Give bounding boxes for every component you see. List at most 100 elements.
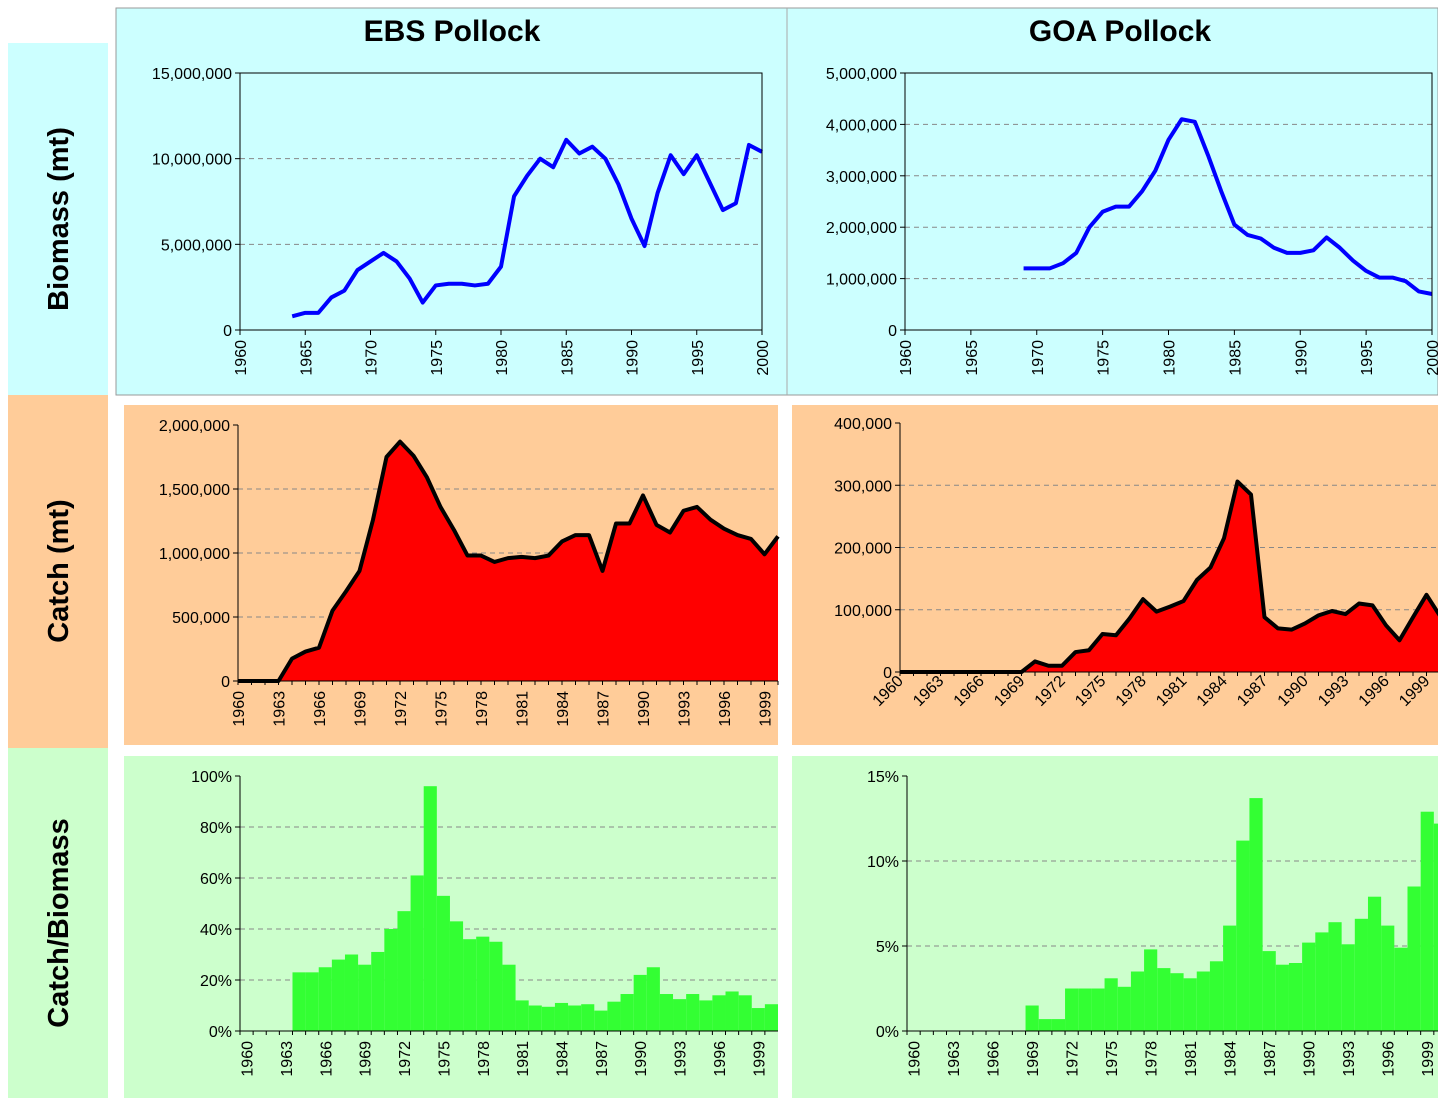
x-tick-label: 1980 (494, 340, 511, 376)
y-tick-label: 15,000,000 (152, 66, 232, 83)
bar (489, 941, 503, 1031)
x-tick-label: 1978 (476, 1041, 493, 1077)
x-tick-label: 1966 (986, 1041, 1003, 1077)
bar (646, 967, 660, 1031)
bar (1394, 947, 1408, 1031)
bar (318, 967, 332, 1031)
x-tick-label: 1972 (397, 1041, 414, 1077)
bar (1275, 964, 1289, 1031)
y-tick-label: 40% (200, 922, 232, 939)
x-tick-label: 1978 (1144, 1041, 1161, 1077)
x-tick-label: 1975 (434, 691, 451, 727)
row-label: Biomass (mt) (43, 127, 75, 311)
y-tick-label: 15% (867, 769, 899, 786)
y-tick-label: 80% (200, 820, 232, 837)
y-tick-label: 400,000 (834, 416, 892, 433)
bar (764, 1004, 778, 1031)
row-bg (115, 7, 1438, 396)
bar (1249, 798, 1263, 1031)
x-tick-label: 1966 (318, 1041, 335, 1077)
bar (581, 1004, 595, 1031)
bar (1223, 925, 1237, 1031)
x-tick-label: 1996 (1381, 1041, 1398, 1077)
bar (1328, 922, 1342, 1031)
x-tick-label: 1975 (1096, 340, 1113, 376)
bar (1381, 925, 1395, 1031)
bar (1341, 944, 1355, 1031)
bar (541, 1006, 555, 1031)
y-tick-label: 100% (191, 769, 232, 786)
x-tick-label: 1970 (1030, 340, 1047, 376)
bar (1065, 988, 1079, 1031)
x-tick-label: 1975 (1104, 1041, 1121, 1077)
bar (620, 994, 634, 1031)
row-label: Catch/Biomass (43, 818, 75, 1028)
bar (1091, 988, 1105, 1031)
x-tick-label: 1995 (1359, 340, 1376, 376)
x-tick-label: 1984 (555, 691, 572, 727)
bar (410, 875, 424, 1031)
x-tick-label: 1993 (1341, 1041, 1358, 1077)
x-tick-label: 1963 (946, 1041, 963, 1077)
x-tick-label: 1987 (596, 691, 613, 727)
bar (476, 936, 490, 1031)
x-tick-label: 1999 (1420, 1041, 1437, 1077)
bar (594, 1010, 608, 1031)
x-tick-label: 1990 (633, 1041, 650, 1077)
bar (725, 991, 739, 1031)
x-tick-label: 1981 (515, 1041, 532, 1077)
y-tick-label: 0 (221, 674, 230, 691)
x-tick-label: 1981 (515, 691, 532, 727)
x-tick-label: 1993 (673, 1041, 690, 1077)
x-tick-label: 1970 (364, 340, 381, 376)
y-tick-label: 0 (883, 665, 892, 682)
y-tick-label: 10,000,000 (152, 152, 232, 169)
y-tick-label: 1,000,000 (826, 272, 897, 289)
column-title: EBS Pollock (364, 15, 541, 48)
bar (699, 1000, 713, 1031)
bar (1157, 968, 1171, 1031)
x-tick-label: 1990 (625, 340, 642, 376)
bar (384, 929, 398, 1031)
bar (397, 911, 411, 1031)
line (1023, 117, 1433, 296)
bar (502, 964, 516, 1031)
x-tick-label: 1963 (279, 1041, 296, 1077)
bar (568, 1005, 582, 1031)
plot-frame (904, 72, 1433, 331)
bar (1420, 811, 1434, 1031)
bar (1025, 1005, 1039, 1031)
row-label: Catch (mt) (43, 499, 75, 642)
bar (738, 995, 752, 1031)
x-tick-label: 2000 (1425, 340, 1438, 376)
x-tick-label: 1984 (554, 1041, 571, 1077)
bar (673, 999, 687, 1031)
x-tick-label: 1999 (751, 1041, 768, 1077)
bar (292, 972, 306, 1031)
bar (1315, 932, 1329, 1031)
y-tick-label: 300,000 (834, 478, 892, 495)
x-tick-label: 1972 (393, 691, 410, 727)
bar (449, 921, 464, 1031)
y-tick-label: 100,000 (834, 603, 892, 620)
bar (515, 1000, 529, 1031)
y-tick-label: 2,000,000 (159, 418, 230, 435)
bar (1236, 840, 1250, 1031)
bar (1433, 823, 1438, 1031)
x-tick-label: 1985 (1227, 340, 1244, 376)
bar (305, 972, 319, 1031)
column-title: GOA Pollock (1029, 15, 1212, 48)
x-tick-label: 1996 (712, 1041, 729, 1077)
bar (1130, 971, 1145, 1031)
bar (712, 995, 726, 1031)
x-tick-label: 1980 (1162, 340, 1179, 376)
x-tick-label: 1978 (474, 691, 491, 727)
bar (423, 786, 437, 1031)
y-tick-label: 5,000,000 (161, 237, 232, 254)
bar (358, 964, 372, 1031)
x-tick-label: 1999 (758, 691, 775, 727)
y-tick-label: 200,000 (834, 541, 892, 558)
x-tick-label: 1990 (1302, 1041, 1319, 1077)
bar (1196, 971, 1210, 1031)
